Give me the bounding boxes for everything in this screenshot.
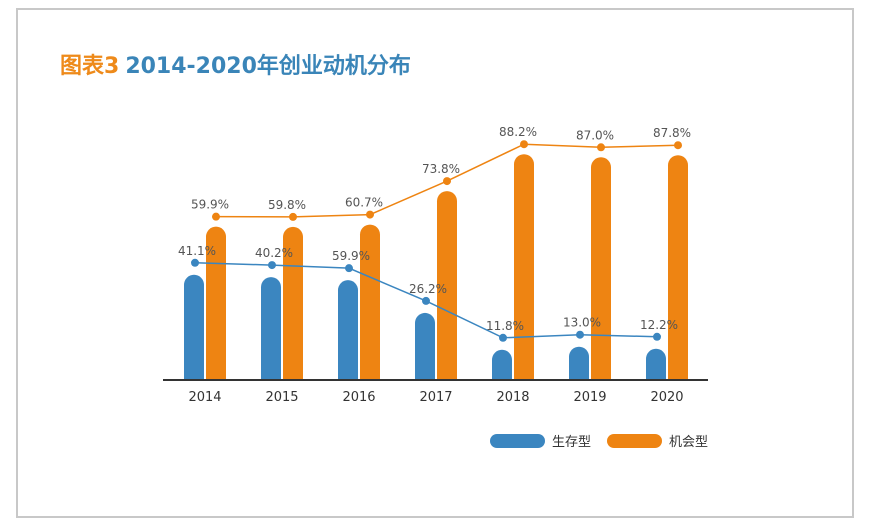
- tick-label-2018: 2018: [496, 390, 529, 405]
- label-opportunity-2016: 60.7%: [345, 196, 383, 210]
- tick-label-2017: 2017: [419, 390, 452, 405]
- label-opportunity-2019: 87.0%: [576, 128, 614, 142]
- label-opportunity-2015: 59.8%: [268, 198, 306, 212]
- label-opportunity-2018: 88.2%: [499, 125, 537, 139]
- point-opportunity-2014: [212, 212, 220, 221]
- bar-opportunity-2020: [668, 155, 688, 390]
- bar-opportunity-2015: [283, 226, 303, 390]
- legend-swatch-survival: [490, 434, 545, 448]
- bar-survival-2017: [415, 312, 435, 390]
- figure-label: 图表3: [60, 54, 120, 79]
- chart-frame: [16, 8, 854, 518]
- label-opportunity-2014: 59.9%: [191, 198, 229, 212]
- point-survival-2015: [268, 261, 276, 270]
- label-survival-2014: 41.1%: [178, 244, 216, 258]
- label-survival-2016: 59.9%: [332, 249, 370, 263]
- legend-label-survival: 生存型: [552, 435, 591, 450]
- point-opportunity-2016: [366, 210, 374, 219]
- legend-label-opportunity: 机会型: [669, 435, 708, 450]
- label-survival-2019: 13.0%: [563, 316, 601, 330]
- point-opportunity-2018: [520, 140, 528, 149]
- legend-swatch-opportunity: [607, 434, 662, 448]
- point-opportunity-2017: [443, 177, 451, 186]
- bar-opportunity-2014: [206, 226, 226, 390]
- bar-opportunity-2019: [591, 157, 611, 390]
- point-survival-2017: [422, 296, 430, 305]
- label-survival-2015: 40.2%: [255, 246, 293, 260]
- label-survival-2017: 26.2%: [409, 282, 447, 296]
- baseline-mask: [150, 381, 750, 395]
- point-opportunity-2015: [289, 212, 297, 221]
- bar-survival-2016: [338, 280, 358, 390]
- tick-label-2016: 2016: [342, 390, 375, 405]
- label-opportunity-2017: 73.8%: [422, 162, 460, 176]
- point-survival-2016: [345, 264, 353, 273]
- bar-opportunity-2018: [514, 154, 534, 390]
- point-survival-2019: [576, 330, 584, 339]
- label-survival-2018: 11.8%: [486, 319, 524, 333]
- tick-label-2020: 2020: [650, 390, 683, 405]
- bar-opportunity-2016: [360, 224, 380, 390]
- point-survival-2014: [191, 258, 199, 267]
- chart-title: 图表3 2014-2020年创业动机分布: [60, 48, 411, 80]
- bar-survival-2014: [184, 274, 204, 390]
- label-opportunity-2020: 87.8%: [653, 126, 691, 140]
- bar-opportunity-2017: [437, 191, 457, 390]
- point-opportunity-2019: [597, 143, 605, 152]
- point-opportunity-2020: [674, 141, 682, 150]
- tick-label-2019: 2019: [573, 390, 606, 405]
- point-survival-2018: [499, 333, 507, 342]
- point-survival-2020: [653, 332, 661, 341]
- title-text: 2014-2020年创业动机分布: [125, 54, 411, 79]
- tick-label-2014: 2014: [188, 390, 221, 405]
- label-survival-2020: 12.2%: [640, 318, 678, 332]
- tick-label-2015: 2015: [265, 390, 298, 405]
- bar-survival-2015: [261, 277, 281, 390]
